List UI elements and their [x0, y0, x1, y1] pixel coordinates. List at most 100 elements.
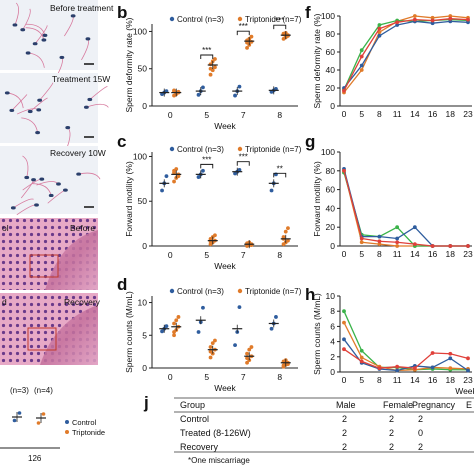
panel-letter-c: c — [117, 132, 126, 151]
histology-label-before: Before — [70, 223, 95, 233]
series-point — [448, 14, 453, 18]
y-tick-label: 40 — [326, 203, 336, 213]
series-point — [342, 320, 346, 325]
data-point — [174, 318, 179, 323]
series-point — [377, 33, 382, 38]
data-point — [237, 84, 242, 89]
series-point — [359, 68, 364, 72]
data-point — [174, 167, 179, 171]
series-point — [395, 236, 400, 241]
sperm-head — [32, 42, 38, 46]
x-tick-label: 18 — [446, 109, 456, 119]
data-point — [249, 34, 254, 39]
y-axis-label: Forward motility (%) — [312, 161, 322, 237]
legend-label: Triptonide (n=7) — [245, 287, 302, 296]
data-point — [274, 315, 278, 319]
y-tick-label: 2 — [330, 352, 335, 362]
data-point — [196, 92, 201, 97]
legend-label: Triptonide (n=7) — [245, 145, 302, 154]
table-cell: 2 — [342, 428, 347, 438]
y-tick-label: 40 — [326, 65, 336, 75]
legend-label: Triptonide (n=7) — [245, 15, 302, 24]
series-point — [377, 239, 382, 244]
series-point — [395, 23, 400, 27]
significance-bracket — [273, 172, 287, 178]
y-tick-label: 0 — [330, 367, 335, 377]
data-point — [160, 329, 164, 334]
x-tick-label: 7 — [241, 250, 246, 260]
y-tick-label: 80 — [326, 166, 336, 176]
series-point — [377, 26, 382, 31]
data-point — [213, 338, 217, 343]
data-point — [286, 226, 290, 230]
left-plot-xtick: 126 — [28, 454, 42, 463]
x-tick-label: 0 — [168, 110, 173, 120]
x-tick-label: 5 — [204, 372, 209, 382]
y-tick-label: 8 — [330, 306, 335, 316]
x-tick-label: 7 — [241, 110, 246, 120]
panel-letter-h: h — [305, 285, 315, 304]
sperm-head — [59, 55, 65, 60]
series-point — [466, 20, 470, 25]
sperm-tail — [11, 94, 28, 111]
table-cell: 2 — [418, 442, 423, 452]
y-tick-label: 20 — [326, 222, 336, 232]
data-point — [208, 72, 213, 77]
sperm-head — [83, 105, 89, 109]
x-tick-label: 8 — [377, 375, 382, 385]
left-mini-plot: (n=3) (n=4) 126 Control Triptonide — [0, 386, 105, 463]
sperm-head — [39, 177, 45, 181]
data-point — [269, 326, 274, 331]
series-point — [342, 347, 346, 352]
series-point — [430, 365, 435, 370]
series-point — [466, 244, 470, 248]
data-point — [201, 305, 205, 310]
sperm-head — [70, 14, 76, 18]
y-tick-label: 100 — [321, 11, 335, 21]
series-point — [377, 242, 382, 247]
y-axis-label: Sperm deformity rate (%) — [124, 17, 134, 112]
micrograph-label-recovery: Recovery 10W — [50, 148, 106, 158]
series-point — [359, 359, 364, 364]
data-point — [213, 57, 217, 61]
table-header-cell: E — [466, 400, 472, 410]
data-point — [249, 345, 254, 349]
panel-letter-j: j — [143, 393, 149, 412]
data-point — [286, 238, 290, 243]
series-point — [466, 356, 470, 361]
x-axis-label: Week — [455, 386, 474, 396]
series-line — [343, 322, 469, 372]
data-point — [208, 349, 213, 354]
sperm-head — [20, 28, 26, 32]
left-plot-n4: (n=4) — [34, 386, 53, 395]
y-tick-label: 100 — [133, 151, 147, 161]
series-point — [342, 309, 346, 314]
sperm-head — [85, 37, 91, 41]
series-point — [466, 368, 470, 373]
series-point — [430, 244, 435, 248]
x-tick-label: 8 — [277, 250, 282, 260]
x-tick-label: 7 — [241, 372, 246, 382]
sperm-tail — [21, 117, 39, 133]
legend-marker — [169, 146, 175, 152]
x-tick-label: 5 — [359, 109, 364, 119]
sperm-tail — [22, 8, 31, 30]
data-point — [12, 418, 17, 423]
series-point — [359, 236, 364, 241]
y-tick-label: 100 — [133, 26, 147, 36]
series-line — [343, 20, 469, 89]
data-point — [208, 66, 213, 71]
panel-letter-g: g — [305, 132, 315, 151]
sperm-head — [41, 38, 47, 42]
sperm-head — [25, 51, 31, 55]
y-tick-label: 0 — [142, 363, 147, 373]
legend-marker — [169, 288, 175, 294]
x-tick-label: 18 — [446, 249, 456, 259]
significance-label: *** — [239, 22, 248, 31]
legend-label: Control (n=3) — [177, 145, 224, 154]
sperm-tail — [25, 23, 46, 36]
x-tick-label: 11 — [393, 109, 402, 119]
sperm-head — [10, 206, 16, 210]
x-tick-label: 8 — [277, 110, 282, 120]
